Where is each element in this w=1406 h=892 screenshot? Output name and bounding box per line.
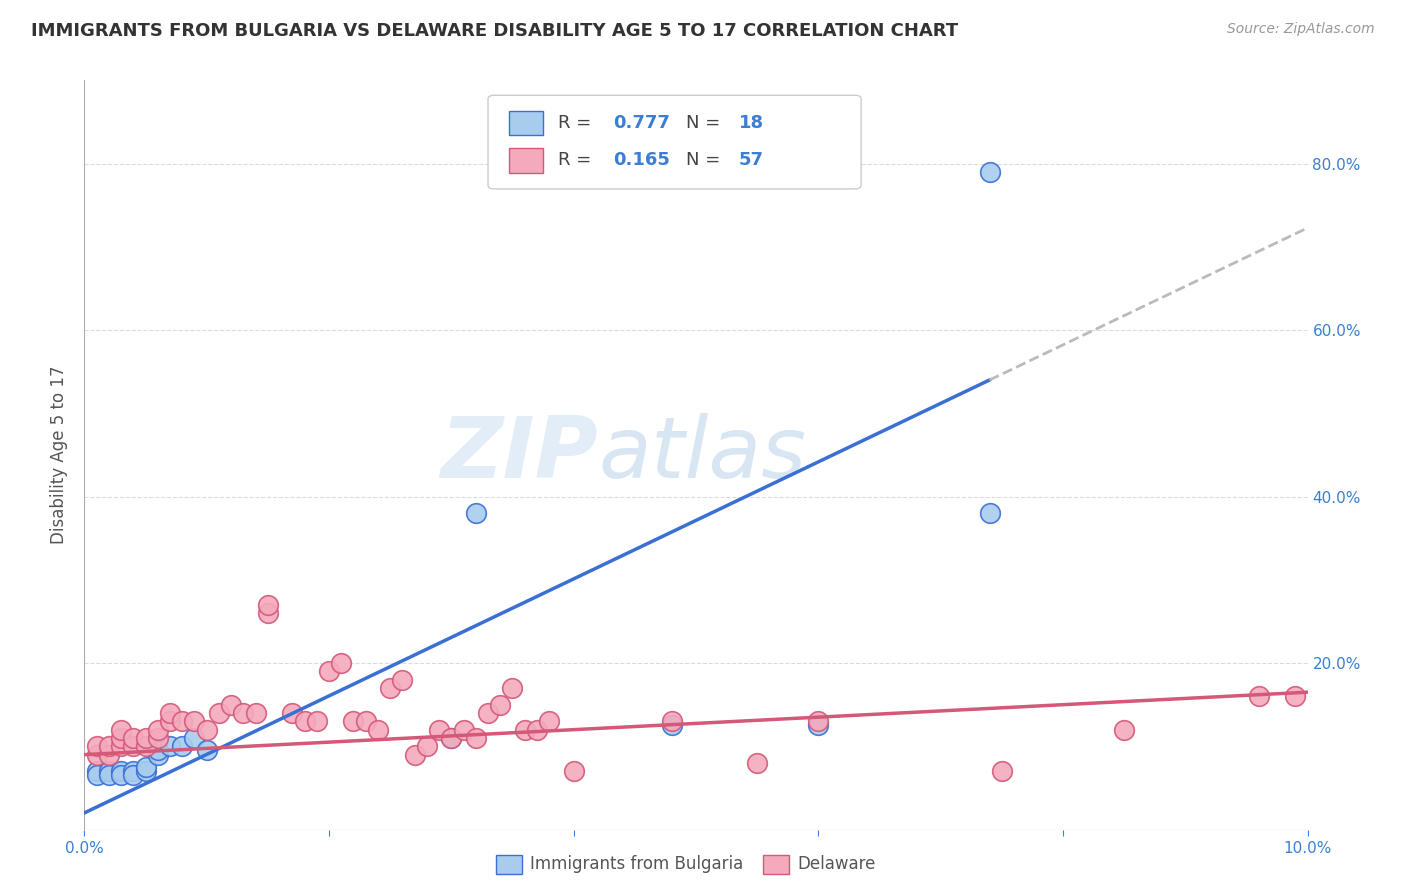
Y-axis label: Disability Age 5 to 17: Disability Age 5 to 17 (51, 366, 69, 544)
Point (342, 714, 364, 729)
Point (807, 718, 830, 732)
Point (122, 731, 145, 745)
Point (477, 706, 499, 720)
Text: R =: R = (558, 152, 596, 169)
Text: Source: ZipAtlas.com: Source: ZipAtlas.com (1227, 22, 1375, 37)
Point (281, 706, 304, 720)
Point (183, 714, 205, 729)
Point (526, 723, 548, 737)
Point (86, 768, 108, 782)
Point (257, 598, 280, 612)
FancyBboxPatch shape (509, 111, 543, 136)
Point (354, 714, 377, 729)
Point (86, 739, 108, 754)
Point (159, 706, 181, 720)
Text: 57: 57 (738, 152, 763, 169)
FancyBboxPatch shape (488, 95, 860, 189)
Point (146, 743, 169, 757)
Point (661, 718, 683, 732)
Point (807, 714, 830, 729)
Point (135, 760, 157, 774)
Point (513, 723, 536, 737)
Point (122, 764, 145, 779)
Point (1114, 723, 1136, 737)
Point (245, 706, 267, 720)
Point (159, 739, 181, 754)
Point (97, 747, 120, 762)
Point (110, 723, 132, 737)
Point (172, 739, 194, 754)
Point (122, 739, 145, 754)
Point (318, 665, 340, 679)
Text: Delaware: Delaware (797, 855, 876, 873)
Point (330, 656, 353, 670)
Point (86, 747, 108, 762)
Point (661, 714, 683, 729)
Point (1247, 690, 1270, 704)
Point (1284, 690, 1306, 704)
Point (440, 731, 463, 745)
Point (257, 606, 280, 620)
Point (305, 714, 328, 729)
Point (97, 768, 120, 782)
Point (440, 731, 463, 745)
Point (380, 681, 402, 695)
Text: ZIP: ZIP (440, 413, 598, 497)
Point (172, 714, 194, 729)
Point (208, 706, 231, 720)
Point (747, 756, 769, 770)
Point (453, 723, 475, 737)
Point (404, 747, 426, 762)
Point (97, 764, 120, 779)
Point (146, 731, 169, 745)
Text: atlas: atlas (598, 413, 806, 497)
Point (195, 723, 218, 737)
Point (135, 731, 157, 745)
Point (502, 681, 524, 695)
Point (110, 739, 132, 754)
Text: IMMIGRANTS FROM BULGARIA VS DELAWARE DISABILITY AGE 5 TO 17 CORRELATION CHART: IMMIGRANTS FROM BULGARIA VS DELAWARE DIS… (31, 22, 957, 40)
Text: R =: R = (558, 114, 596, 132)
Point (562, 764, 585, 779)
Point (110, 731, 132, 745)
Point (146, 747, 169, 762)
Point (538, 714, 561, 729)
Text: 18: 18 (738, 114, 763, 132)
Point (489, 698, 512, 712)
Point (427, 723, 450, 737)
Point (991, 764, 1014, 779)
Point (183, 731, 205, 745)
Point (135, 739, 157, 754)
Text: N =: N = (686, 114, 725, 132)
Point (86, 764, 108, 779)
Point (979, 506, 1001, 520)
Point (232, 706, 254, 720)
Point (146, 723, 169, 737)
Text: Immigrants from Bulgaria: Immigrants from Bulgaria (530, 855, 744, 873)
Point (110, 764, 132, 779)
Point (391, 673, 413, 687)
Point (195, 743, 218, 757)
Text: 0.165: 0.165 (613, 152, 669, 169)
Point (367, 723, 389, 737)
Point (135, 764, 157, 779)
Point (464, 506, 486, 520)
Point (219, 698, 242, 712)
Point (416, 739, 439, 754)
Point (110, 768, 132, 782)
Point (979, 165, 1001, 179)
Point (159, 714, 181, 729)
FancyBboxPatch shape (509, 148, 543, 173)
Text: N =: N = (686, 152, 725, 169)
Text: 0.777: 0.777 (613, 114, 669, 132)
Point (294, 714, 316, 729)
Point (464, 731, 486, 745)
Point (97, 739, 120, 754)
Point (122, 768, 145, 782)
